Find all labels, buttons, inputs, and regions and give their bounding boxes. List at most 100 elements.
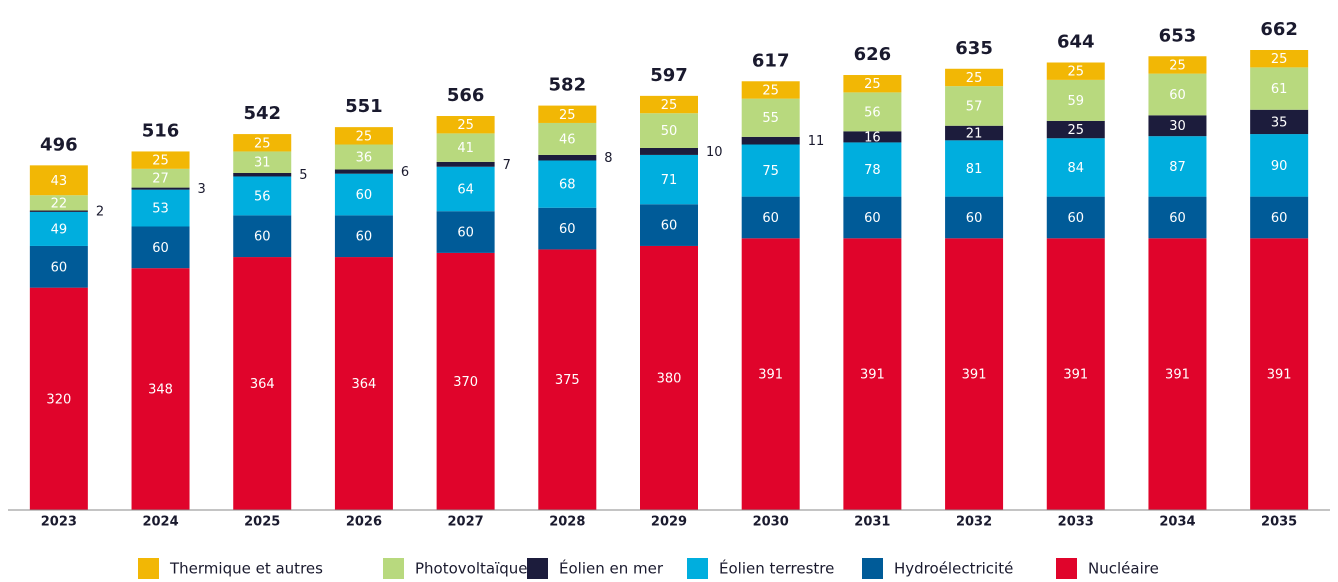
bar-segment [1046,79,1105,121]
x-tick-label: 2026 [346,515,382,530]
total-label: 662 [1260,19,1298,40]
value-label: 25 [966,71,983,86]
value-label: 31 [254,156,271,171]
bar-segment [233,176,292,216]
x-tick-label: 2025 [244,515,280,530]
bar-segment [538,105,597,123]
x-tick-label: 2032 [956,515,992,530]
bar-segment [233,257,292,510]
bar-segment [233,151,292,173]
x-tick-label: 2024 [142,515,178,530]
bar-segment [843,92,902,132]
bar-segment [1046,62,1105,80]
value-label: 25 [762,83,779,98]
x-tick-label: 2035 [1261,515,1297,530]
x-tick-label: 2030 [753,515,789,530]
bar-segment [131,226,190,269]
bar-segment [334,127,393,145]
value-label: 16 [864,130,881,145]
bar-segment [131,151,190,169]
total-label: 626 [854,44,892,65]
x-tick-label: 2027 [448,515,484,530]
bar-segment [334,169,393,174]
value-label: 60 [457,226,474,241]
value-label: 60 [1067,211,1084,226]
legend-label: Photovoltaïque [415,560,528,578]
value-label: 7 [503,158,511,173]
bar-segment [436,252,495,510]
bar-segment [436,116,495,134]
value-label: 35 [1271,115,1288,130]
total-label: 644 [1057,32,1095,53]
legend-swatch [1056,558,1077,579]
legend-label: Éolien en mer [559,559,664,578]
bar-segment [334,144,393,170]
value-label: 41 [457,141,474,156]
total-label: 551 [345,96,383,117]
bar-segment [945,238,1004,510]
value-label: 391 [1165,368,1190,383]
bar-segment [945,140,1004,197]
bar-segment [640,154,698,205]
bar-segment [1250,50,1309,68]
value-label: 10 [706,145,723,160]
total-label: 566 [447,85,485,106]
legend-label: Éolien terrestre [719,559,834,578]
value-label: 78 [864,163,881,178]
value-label: 391 [962,368,987,383]
bar-segment [945,125,1004,141]
value-label: 36 [356,151,373,166]
value-label: 27 [152,172,169,187]
value-label: 364 [352,377,377,392]
value-label: 59 [1067,94,1084,109]
total-label: 582 [549,75,587,96]
bar-segment [436,211,495,253]
value-label: 25 [1271,52,1288,67]
bar-segment [843,131,902,143]
value-label: 56 [254,189,271,204]
value-label: 60 [152,241,169,256]
bar-segment [1046,196,1105,239]
bar-segment [640,245,698,510]
value-label: 84 [1067,161,1084,176]
value-label: 46 [559,132,576,147]
bar-segment [538,249,597,511]
bar-segment [1250,67,1309,110]
value-label: 25 [559,108,576,123]
bar-segment [334,173,393,216]
total-label: 653 [1159,25,1197,46]
bar-segment [1046,138,1105,197]
legend-label: Nucléaire [1088,560,1159,578]
bar-segment [741,98,800,137]
value-label: 61 [1271,82,1288,97]
value-label: 391 [758,368,783,383]
bar-segment [843,196,902,239]
bar-segment [1148,73,1207,116]
x-tick-label: 2028 [549,515,585,530]
total-label: 542 [243,103,281,124]
bar-segment [640,113,698,148]
value-label: 60 [559,222,576,237]
bar-segment [1148,238,1207,510]
value-label: 56 [864,105,881,120]
bar-segment [1046,238,1105,510]
bar-segment [131,168,190,188]
bar-segment [334,257,393,510]
bar-segment [843,142,902,197]
bar-segment [1148,115,1207,137]
bar-segment [436,161,495,167]
value-label: 348 [148,383,173,398]
value-label: 5 [299,168,307,183]
value-label: 8 [604,151,612,166]
bar-segment [29,195,88,211]
bar-segment [741,196,800,239]
bar-segment [436,133,495,162]
value-label: 30 [1169,119,1186,134]
bar-segment [741,238,800,510]
value-label: 60 [51,260,68,275]
value-label: 43 [51,174,68,189]
value-label: 391 [1063,368,1088,383]
bar-segment [538,154,597,161]
bar-segment [945,86,1004,126]
value-label: 49 [51,222,68,237]
